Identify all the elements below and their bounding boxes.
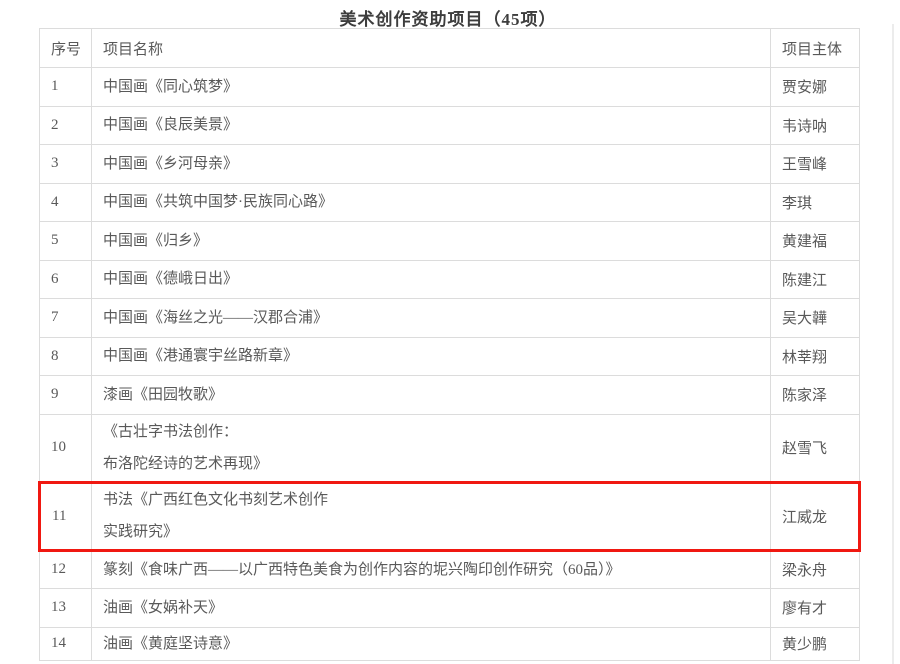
row-number: 1: [39, 67, 92, 107]
project-name-line: 油画《女娲补天》: [103, 599, 224, 616]
project-name-line: 布洛陀经诗的艺术再现》: [103, 455, 269, 472]
project-owner: 吴大韡: [770, 298, 860, 338]
table-row: 7 中国画《海丝之光——汉郡合浦》 吴大韡: [39, 298, 860, 338]
project-name-line: 《古壮字书法创作：: [103, 423, 239, 440]
project-owner: 林莘翔: [770, 336, 860, 376]
table-body: 1 中国画《同心筑梦》 贾安娜 2 中国画《良辰美景》 韦诗呐 3 中国画《乡河…: [38, 67, 861, 661]
project-name-line: 中国画《共筑中国梦·民族同心路》: [103, 194, 333, 211]
table-row: 1 中国画《同心筑梦》 贾安娜: [39, 67, 860, 107]
row-number: 5: [39, 221, 92, 261]
project-owner: 廖有才: [770, 588, 860, 628]
project-owner: 陈建江: [770, 259, 860, 299]
project-name: 中国画《海丝之光——汉郡合浦》: [91, 298, 771, 338]
table-row: 13 油画《女娲补天》 廖有才: [39, 588, 860, 628]
col-header-project-owner: 项目主体: [770, 28, 860, 68]
project-name-line: 中国画《德峨日出》: [103, 271, 239, 288]
table-row: 4 中国画《共筑中国梦·民族同心路》 李琪: [39, 182, 860, 222]
project-owner: 李琪: [770, 182, 860, 222]
project-name: 中国画《共筑中国梦·民族同心路》: [91, 182, 771, 222]
project-name-line: 中国画《归乡》: [103, 232, 209, 249]
project-name: 中国画《港通寰宇丝路新章》: [91, 336, 771, 376]
project-name: 中国画《良辰美景》: [91, 105, 771, 145]
table-row: 9 漆画《田园牧歌》 陈家泽: [39, 375, 860, 415]
project-owner: 贾安娜: [770, 67, 860, 107]
project-name-line: 中国画《海丝之光——汉郡合浦》: [103, 309, 329, 326]
row-number: 12: [39, 549, 92, 589]
row-number: 10: [39, 413, 92, 483]
project-owner: 黄少鹏: [770, 626, 860, 661]
project-name-line: 中国画《乡河母亲》: [103, 155, 239, 172]
project-name-line: 中国画《同心筑梦》: [103, 78, 239, 95]
table-row: 2 中国画《良辰美景》 韦诗呐: [39, 105, 860, 145]
project-name: 中国画《乡河母亲》: [91, 144, 771, 184]
row-number: 13: [39, 588, 92, 628]
project-name: 中国画《德峨日出》: [91, 259, 771, 299]
page-title: 美术创作资助项目（45项）: [339, 10, 557, 29]
project-name-line: 书法《广西红色文化书刻艺术创作: [103, 492, 329, 508]
row-number: 4: [39, 182, 92, 222]
project-name-line: 中国画《港通寰宇丝路新章》: [103, 348, 299, 365]
project-owner: 赵雪飞: [770, 413, 860, 483]
project-owner: 江威龙: [770, 480, 861, 552]
project-owner: 陈家泽: [770, 375, 860, 415]
row-number: 2: [39, 105, 92, 145]
row-number: 9: [39, 375, 92, 415]
project-name: 篆刻《食味广西——以广西特色美食为创作内容的坭兴陶印创作研究（60品）》: [91, 549, 771, 589]
project-name-line: 实践研究》: [103, 524, 179, 540]
table-row: 8 中国画《港通寰宇丝路新章》 林莘翔: [39, 336, 860, 376]
page-edge-line: [892, 24, 894, 664]
project-name: 油画《黄庭坚诗意》: [91, 626, 771, 661]
project-name-line: 油画《黄庭坚诗意》: [103, 635, 239, 652]
row-number: 8: [39, 336, 92, 376]
project-name-line: 漆画《田园牧歌》: [103, 386, 224, 403]
project-owner: 韦诗呐: [770, 105, 860, 145]
project-name: 书法《广西红色文化书刻艺术创作 实践研究》: [91, 480, 771, 552]
row-number: 14: [39, 626, 92, 661]
table-row: 12 篆刻《食味广西——以广西特色美食为创作内容的坭兴陶印创作研究（60品）》 …: [39, 549, 860, 589]
project-name-line: 中国画《良辰美景》: [103, 117, 239, 134]
row-number: 6: [39, 259, 92, 299]
table-row: 10 《古壮字书法创作： 布洛陀经诗的艺术再现》 赵雪飞: [39, 413, 860, 483]
table-row: 14 油画《黄庭坚诗意》 黄少鹏: [39, 626, 860, 661]
project-name: 漆画《田园牧歌》: [91, 375, 771, 415]
project-name: 中国画《归乡》: [91, 221, 771, 261]
project-name: 油画《女娲补天》: [91, 588, 771, 628]
project-name: 中国画《同心筑梦》: [91, 67, 771, 107]
table-row: 3 中国画《乡河母亲》 王雪峰: [39, 144, 860, 184]
table-row: 6 中国画《德峨日出》 陈建江: [39, 259, 860, 299]
table-row: 11 书法《广西红色文化书刻艺术创作 实践研究》 江威龙: [38, 480, 861, 552]
project-name-line: 篆刻《食味广西——以广西特色美食为创作内容的坭兴陶印创作研究（60品）》: [103, 561, 621, 578]
row-number: 3: [39, 144, 92, 184]
row-number: 11: [38, 480, 92, 552]
table-row: 5 中国画《归乡》 黄建福: [39, 221, 860, 261]
project-owner: 王雪峰: [770, 144, 860, 184]
project-name: 《古壮字书法创作： 布洛陀经诗的艺术再现》: [91, 413, 771, 483]
col-header-project-name: 项目名称: [91, 28, 771, 68]
projects-table: 序号 项目名称 项目主体 1 中国画《同心筑梦》 贾安娜 2 中国画《良辰美景》…: [38, 28, 861, 661]
table-header-row: 序号 项目名称 项目主体: [39, 28, 860, 68]
col-header-index: 序号: [39, 28, 92, 68]
project-owner: 梁永舟: [770, 549, 860, 589]
project-owner: 黄建福: [770, 221, 860, 261]
row-number: 7: [39, 298, 92, 338]
